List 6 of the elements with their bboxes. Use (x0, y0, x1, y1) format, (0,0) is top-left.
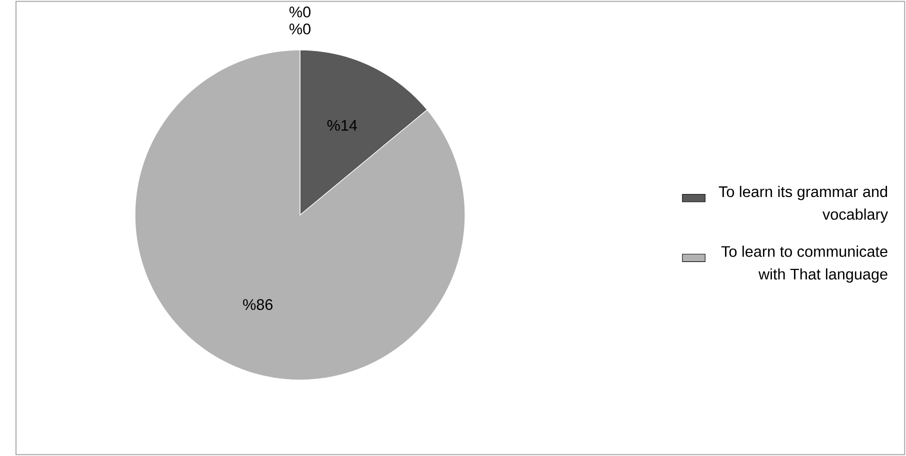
legend-label: To learn to communicate with That language (721, 246, 888, 283)
legend-label: To learn its grammar and vocablary (718, 186, 888, 223)
text: %0 (289, 24, 310, 34)
text: %0 (289, 6, 310, 18)
data-label: %14 (327, 120, 358, 131)
data-label: %86 (243, 299, 273, 310)
